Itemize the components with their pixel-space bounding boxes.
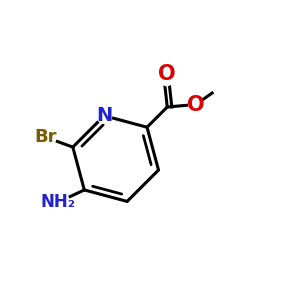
Text: NH₂: NH₂ <box>41 193 76 211</box>
Circle shape <box>160 71 174 85</box>
Circle shape <box>189 97 203 112</box>
Circle shape <box>36 127 56 147</box>
Text: O: O <box>187 94 205 115</box>
Text: O: O <box>158 64 176 84</box>
Text: N: N <box>96 106 112 125</box>
Circle shape <box>97 108 112 123</box>
Text: Br: Br <box>35 128 57 146</box>
Circle shape <box>47 191 69 213</box>
